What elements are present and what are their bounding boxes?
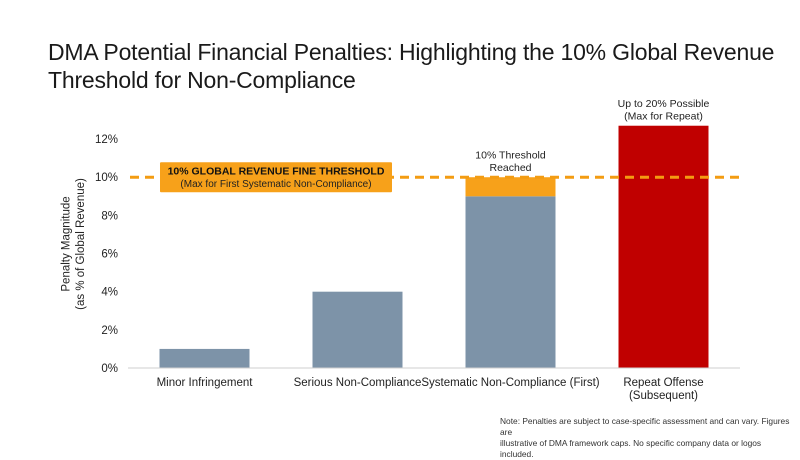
threshold-sublabel: (Max for First Systematic Non-Compliance… [180, 179, 371, 190]
y-axis-label-line-1: Penalty Magnitude [61, 196, 73, 291]
chart-title: DMA Potential Financial Penalties: Highl… [48, 39, 775, 93]
y-tick-label: 8% [101, 210, 118, 222]
bar-2-segment-1 [312, 291, 403, 368]
footnote-line-2: illustrative of DMA framework caps. No s… [500, 438, 762, 459]
y-tick-label: 12% [95, 134, 118, 146]
bar-annotation: Reached [489, 162, 531, 174]
threshold-label-box [160, 162, 392, 193]
x-tick-label: (Subsequent) [629, 390, 698, 402]
bar-1-segment-1 [159, 348, 250, 368]
y-tick-label: 4% [101, 287, 118, 299]
y-tick-label: 10% [95, 172, 118, 184]
bar-3-segment-1 [465, 196, 556, 368]
y-tick-label: 0% [101, 363, 118, 375]
bar-annotation: (Max for Repeat) [624, 111, 703, 123]
bar-annotation: 10% Threshold [475, 150, 546, 162]
threshold-label: 10% GLOBAL REVENUE FINE THRESHOLD [168, 166, 385, 178]
x-tick-label: Systematic Non-Compliance (First) [421, 377, 599, 389]
x-tick-label: Repeat Offense [623, 377, 703, 389]
y-tick-label: 6% [101, 249, 118, 261]
x-tick-label: Serious Non-Compliance [294, 377, 422, 389]
footnote-line-1: Note: Penalties are subject to case-spec… [500, 416, 790, 437]
bar-3-segment-2 [465, 177, 556, 197]
footnote: Note: Penalties are subject to case-spec… [500, 416, 792, 460]
bar-chart: Penalty Magnitude (as % of Global Revenue… [61, 98, 740, 402]
y-axis-label-line-2: (as % of Global Revenue) [75, 178, 87, 310]
bar-annotation: Up to 20% Possible [618, 98, 710, 110]
bar-4-segment-3 [618, 125, 709, 368]
y-tick-label: 2% [101, 325, 118, 337]
y-axis-label: Penalty Magnitude (as % of Global Revenue… [61, 178, 87, 310]
x-tick-label: Minor Infringement [157, 377, 254, 389]
